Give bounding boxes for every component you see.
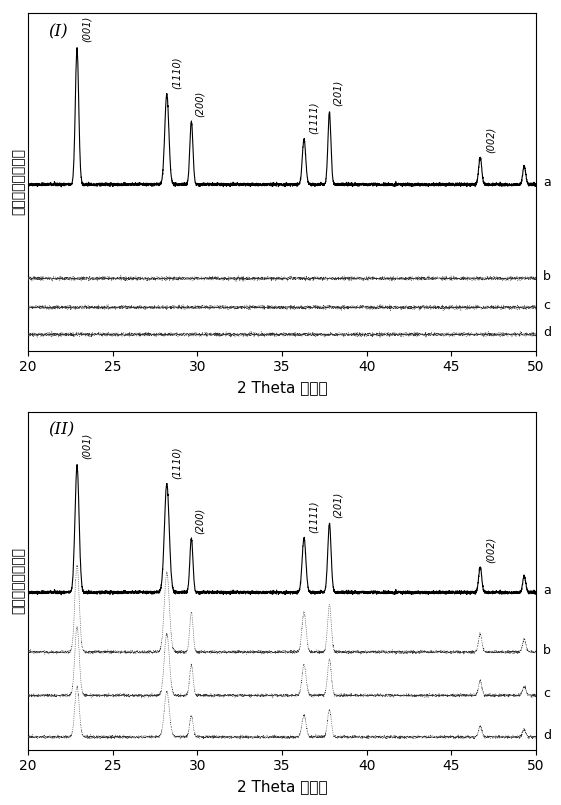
Text: (1111): (1111)	[309, 500, 319, 533]
Text: (1110): (1110)	[172, 446, 182, 478]
Text: d: d	[543, 326, 551, 339]
Text: (201): (201)	[333, 492, 343, 518]
Text: (201): (201)	[333, 80, 343, 106]
Text: (II): (II)	[48, 422, 75, 439]
Text: (1110): (1110)	[172, 56, 182, 89]
Text: a: a	[543, 176, 550, 189]
Y-axis label: 强度（任意单位）: 强度（任意单位）	[11, 547, 25, 614]
X-axis label: 2 Theta （度）: 2 Theta （度）	[237, 380, 327, 395]
Text: (002): (002)	[485, 536, 495, 563]
Text: c: c	[543, 687, 550, 700]
Text: (I): (I)	[48, 23, 68, 40]
Text: (001): (001)	[82, 433, 92, 459]
Text: (001): (001)	[82, 16, 92, 42]
Text: (200): (200)	[195, 91, 205, 118]
Text: (1111): (1111)	[309, 101, 319, 134]
Text: (002): (002)	[485, 126, 495, 153]
Text: d: d	[543, 729, 551, 741]
X-axis label: 2 Theta （度）: 2 Theta （度）	[237, 779, 327, 794]
Y-axis label: 强度（任意单位）: 强度（任意单位）	[11, 148, 25, 215]
Text: b: b	[543, 270, 551, 283]
Text: c: c	[543, 299, 550, 312]
Text: a: a	[543, 584, 550, 597]
Text: b: b	[543, 644, 551, 657]
Text: (200): (200)	[195, 508, 205, 534]
